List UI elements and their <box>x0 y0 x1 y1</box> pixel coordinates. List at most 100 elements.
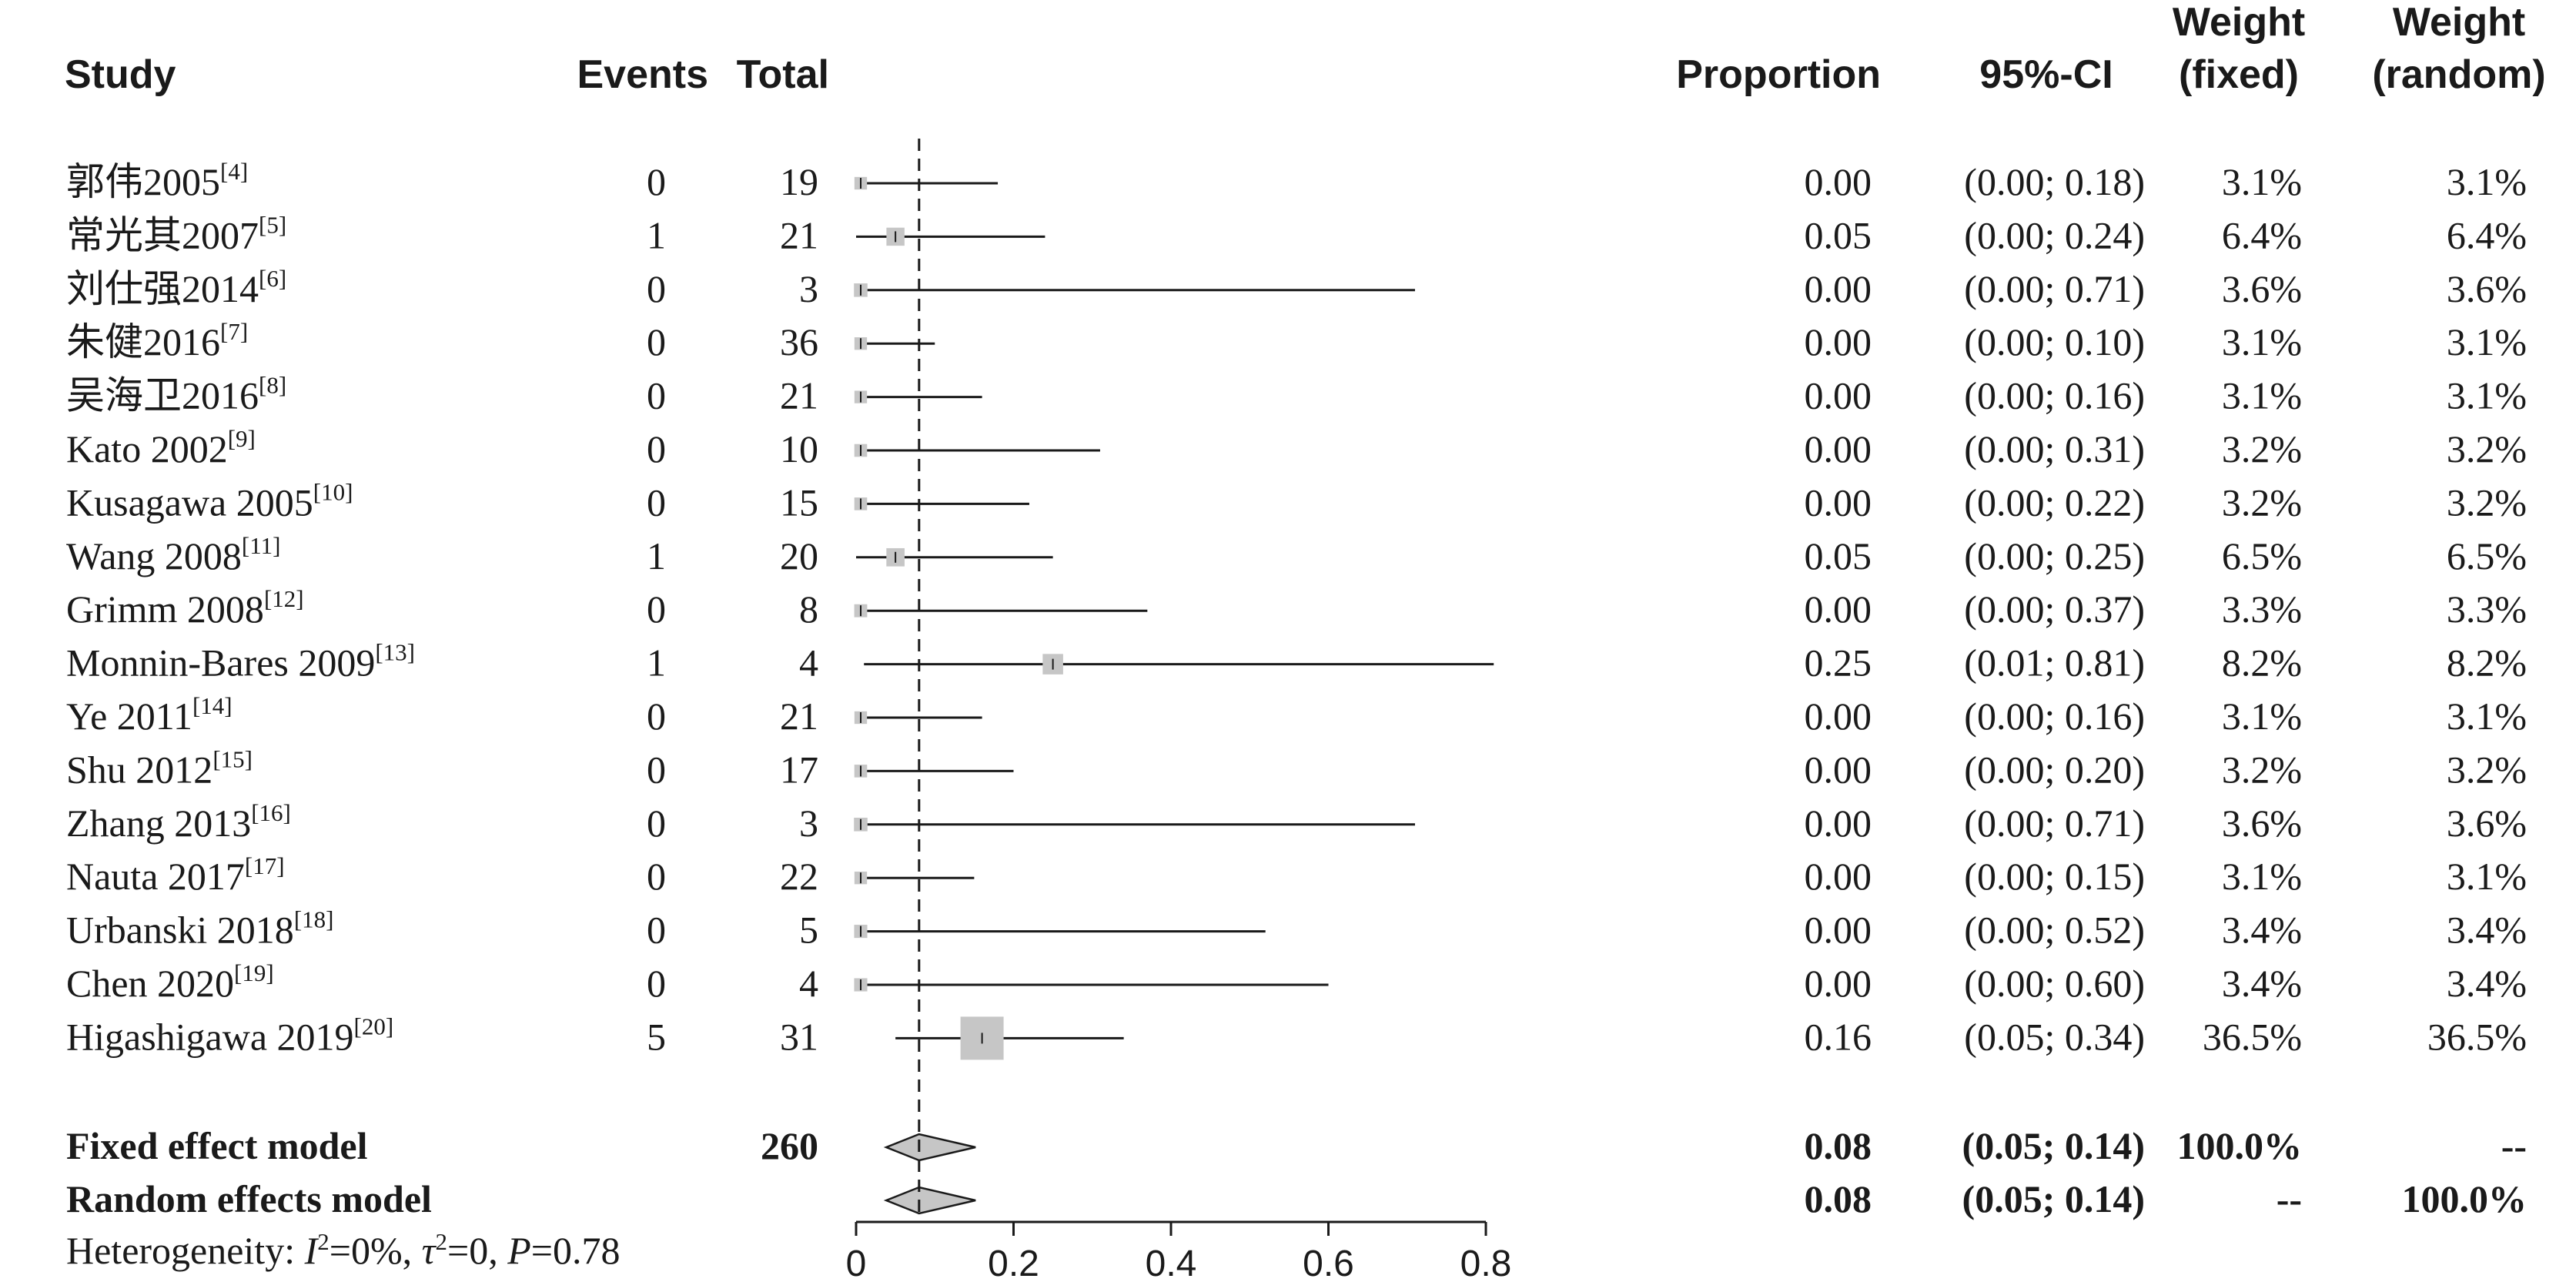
weight-random-value: 3.1% <box>2447 320 2527 363</box>
study-label: 常光其2007 <box>66 213 259 256</box>
total-value: 15 <box>780 480 818 524</box>
study-reference: [6] <box>259 265 286 292</box>
total-value: 22 <box>780 855 818 898</box>
weight-fixed-value: 3.2% <box>2222 427 2302 470</box>
ci-value: (0.05; 0.34) <box>1964 1015 2145 1058</box>
study-name: Grimm 2008[12] <box>66 585 304 631</box>
header-total: Total <box>737 52 829 97</box>
total-value: 21 <box>780 374 818 417</box>
ci-value: (0.00; 0.10) <box>1964 320 2145 363</box>
weight-fixed-value: 3.2% <box>2222 480 2302 524</box>
weight-random-value: 36.5% <box>2427 1015 2527 1058</box>
weight-random-value: 3.6% <box>2447 802 2527 845</box>
total-value: 4 <box>799 962 818 1005</box>
model-name: Fixed effect model <box>66 1124 368 1167</box>
model-weight-random-value: 100.0% <box>2402 1177 2527 1220</box>
table-row: Higashigawa 2019[20] 5 31 0.16 (0.05; 0.34) 3… <box>66 1013 2527 1058</box>
study-label: Shu 2012 <box>66 748 212 791</box>
weight-random-value: 3.2% <box>2447 748 2527 791</box>
model-ci-value: (0.05; 0.14) <box>1962 1177 2145 1220</box>
study-reference: [11] <box>242 532 281 559</box>
table-row: Ye 2011[14] 0 21 0.00 (0.00; 0.16) 3.1% 3.1% <box>66 692 2527 738</box>
ci-value: (0.00; 0.24) <box>1964 213 2145 256</box>
p-value: =0.78 <box>531 1229 621 1272</box>
ci-value: (0.00; 0.25) <box>1964 534 2145 577</box>
weight-fixed-value: 3.3% <box>2222 587 2302 631</box>
study-reference: [12] <box>264 585 304 612</box>
proportion-value: 0.05 <box>1805 534 1872 577</box>
study-name: 刘仕强2014[6] <box>66 265 286 310</box>
ci-value: (0.00; 0.22) <box>1964 480 2145 524</box>
superscript-2: 2 <box>436 1228 448 1255</box>
study-reference: [16] <box>251 799 291 826</box>
weight-random-value: 8.2% <box>2447 641 2527 685</box>
weight-random-value: 3.1% <box>2447 160 2527 203</box>
weight-fixed-value: 3.2% <box>2222 748 2302 791</box>
model-ci-value: (0.05; 0.14) <box>1962 1124 2145 1167</box>
table-row: 朱健2016[7] 0 36 0.00 (0.00; 0.10) 3.1% 3.1% <box>66 318 2527 363</box>
x-tick-label: 0.2 <box>988 1244 1039 1282</box>
proportion-value: 0.00 <box>1805 427 1872 470</box>
study-reference: [20] <box>354 1013 394 1039</box>
header-ci: 95%-CI <box>1979 52 2113 97</box>
study-name: Kusagawa 2005[10] <box>66 478 353 524</box>
study-label: Ye 2011 <box>66 695 192 738</box>
table-row: Zhang 2013[16] 0 3 0.00 (0.00; 0.71) 3.6% 3.6% <box>66 799 2527 845</box>
model-total-value: 260 <box>761 1124 818 1167</box>
proportion-value: 0.25 <box>1805 641 1872 685</box>
study-label: Grimm 2008 <box>66 587 264 631</box>
events-value: 0 <box>647 962 666 1005</box>
proportion-value: 0.16 <box>1805 1015 1872 1058</box>
total-value: 21 <box>780 213 818 256</box>
events-value: 0 <box>647 748 666 791</box>
ci-value: (0.00; 0.52) <box>1964 909 2145 952</box>
study-label: Zhang 2013 <box>66 802 251 845</box>
ci-value: (0.00; 0.71) <box>1964 267 2145 310</box>
header-study: Study <box>65 52 176 97</box>
weight-fixed-value: 3.1% <box>2222 695 2302 738</box>
weight-fixed-value: 3.6% <box>2222 267 2302 310</box>
proportion-value: 0.00 <box>1805 962 1872 1005</box>
study-reference: [4] <box>220 158 248 185</box>
ci-value: (0.00; 0.16) <box>1964 695 2145 738</box>
events-value: 0 <box>647 480 666 524</box>
model-row: Fixed effect model 260 0.08 (0.05; 0.14) 100… <box>66 1124 2527 1167</box>
total-value: 4 <box>799 641 818 685</box>
study-reference: [19] <box>234 959 274 986</box>
table-row: Shu 2012[15] 0 17 0.00 (0.00; 0.20) 3.2% 3.2% <box>66 745 2527 791</box>
study-label: Higashigawa 2019 <box>66 1015 354 1058</box>
proportion-value: 0.00 <box>1805 480 1872 524</box>
total-value: 20 <box>780 534 818 577</box>
events-value: 0 <box>647 374 666 417</box>
weight-fixed-value: 3.4% <box>2222 909 2302 952</box>
weight-fixed-value: 6.5% <box>2222 534 2302 577</box>
total-value: 3 <box>799 802 818 845</box>
study-label: Chen 2020 <box>66 962 234 1005</box>
weight-random-value: 3.1% <box>2447 695 2527 738</box>
events-value: 0 <box>647 267 666 310</box>
table-row: Kato 2002[9] 0 10 0.00 (0.00; 0.31) 3.2% 3.2% <box>66 425 2527 470</box>
weight-random-value: 3.4% <box>2447 962 2527 1005</box>
header-weight-random-line1: Weight <box>2393 0 2525 45</box>
superscript-2: 2 <box>317 1228 330 1255</box>
weight-random-value: 3.1% <box>2447 374 2527 417</box>
study-name: Shu 2012[15] <box>66 745 253 791</box>
table-row: Urbanski 2018[18] 0 5 0.00 (0.00; 0.52) 3.4% 3… <box>66 906 2527 952</box>
total-value: 10 <box>780 427 818 470</box>
header-weight-fixed-line1: Weight <box>2173 0 2305 45</box>
plot-area: 0 0.2 0.4 0.6 0.8 <box>846 139 1511 1282</box>
table-row: Chen 2020[19] 0 4 0.00 (0.00; 0.60) 3.4% 3.4% <box>66 959 2527 1005</box>
i2-value: =0%, <box>330 1229 422 1272</box>
total-value: 8 <box>799 587 818 631</box>
study-name: Monnin-Bares 2009[13] <box>66 639 415 685</box>
weight-fixed-value: 3.1% <box>2222 320 2302 363</box>
proportion-value: 0.00 <box>1805 587 1872 631</box>
p-label: P <box>507 1229 531 1272</box>
weight-random-value: 3.1% <box>2447 855 2527 898</box>
ci-value: (0.00; 0.60) <box>1964 962 2145 1005</box>
study-label: Nauta 2017 <box>66 855 245 898</box>
study-name: 常光其2007[5] <box>66 211 286 256</box>
heterogeneity-text: Heterogeneity: I2=0%, τ2=0, P=0.78 <box>66 1228 620 1272</box>
study-label: 吴海卫2016 <box>66 374 259 417</box>
